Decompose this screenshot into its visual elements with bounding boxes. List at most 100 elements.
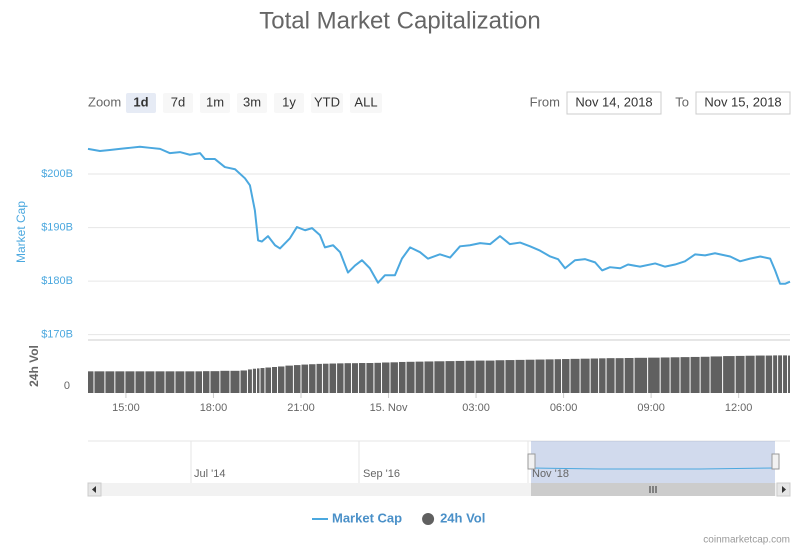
volume-bar [358,363,366,393]
legend-label[interactable]: Market Cap [332,510,402,525]
volume-bar [382,362,390,393]
range-button[interactable] [311,93,343,113]
from-value[interactable]: Nov 14, 2018 [575,94,652,109]
credits[interactable]: coinmarketcap.com [703,535,790,546]
chart-title: Total Market Capitalization [259,7,540,34]
volume-bar [660,357,670,393]
to-value[interactable]: Nov 15, 2018 [704,94,781,109]
volume-bar [554,359,562,393]
range-button[interactable] [350,93,382,113]
zoom-label: Zoom [88,94,121,109]
volume-bar [415,361,424,393]
volume-bar [155,371,165,393]
volume-bar [505,360,515,393]
y-tick-label: $170B [41,329,73,341]
range-button[interactable] [237,93,267,113]
volume-bar [260,368,265,393]
navigator-selection[interactable] [531,441,775,483]
from-input[interactable] [566,91,662,115]
x-tick-label: 15. Nov [370,402,408,414]
y2-axis-title: 24h Vol [27,345,41,387]
volume-bar [615,358,624,393]
volume-bar [165,371,175,393]
x-tick-label: 18:00 [200,402,228,414]
navigator-handle[interactable] [771,453,780,470]
range-button[interactable] [163,93,193,113]
volume-bar [256,368,260,393]
to-input[interactable] [695,91,791,115]
navigator-handle[interactable] [527,453,536,470]
range-button[interactable] [274,93,304,113]
arrow-icon [92,486,96,493]
volume-bar [285,365,293,393]
range-button-label[interactable]: 1d [133,94,148,109]
legend-label[interactable]: 24h Vol [440,510,485,525]
volume-bar [265,367,272,393]
from-label: From [530,94,560,109]
volume-bar [710,356,723,393]
volume-bar [203,371,210,393]
volume-bar [680,357,690,393]
volume-bar [115,371,125,393]
volume-bar [765,355,773,393]
x-tick-label: 06:00 [550,402,578,414]
x-tick-label: 15:00 [112,402,140,414]
volume-bar [337,363,344,393]
legend-symbol [422,513,435,525]
volume-bar [351,363,358,393]
volume-bar [278,366,285,393]
volume-bar [700,356,710,393]
range-button-label[interactable]: 1m [206,94,224,109]
navigator-label: Nov '18 [532,468,569,480]
volume-bar [445,361,455,393]
volume-bar [175,371,185,393]
volume-bar [185,371,195,393]
range-button-label[interactable]: 7d [171,94,185,109]
x-tick-label: 03:00 [462,402,490,414]
volume-bar [515,359,525,393]
volume-bar [465,360,475,393]
volume-bar [230,370,240,393]
grip-icon [649,486,657,493]
volume-bar [374,362,382,393]
y-tick-label: $180B [41,275,73,287]
range-button-label[interactable]: 1y [282,94,296,109]
volume-bar [745,355,755,393]
range-button[interactable] [200,93,230,113]
range-button-label[interactable]: 3m [243,94,261,109]
volume-bar [670,357,680,393]
volume-bar [634,357,648,393]
volume-bar [88,371,94,393]
volume-bar [316,363,322,393]
volume-bar [599,358,606,393]
volume-bar [485,360,495,393]
market-cap-line [87,145,791,285]
volume-bar [125,371,135,393]
volume-bar [570,358,580,393]
volume-bar [309,364,316,393]
volume-bar [434,361,445,393]
arrow-icon [782,486,786,493]
y-tick-label: $190B [41,221,73,233]
range-button-label[interactable]: YTD [314,94,340,109]
volume-bar [475,360,485,393]
volume-bar [293,365,301,393]
volume-bar [788,355,790,393]
volume-bar [145,371,155,393]
navigator-line [530,467,776,470]
volume-bar [562,359,570,393]
volume-bar [105,371,115,393]
volume-bar [195,371,203,393]
volume-bar [525,359,535,393]
navigator-label: Sep '16 [363,468,400,480]
range-button-label[interactable]: ALL [354,94,377,109]
x-tick-label: 09:00 [637,402,665,414]
volume-bar [735,355,745,393]
volume-bar [606,358,615,393]
volume-bar [94,371,105,393]
range-button[interactable] [126,93,156,113]
navigator [88,441,790,483]
volume-bar [755,355,765,393]
